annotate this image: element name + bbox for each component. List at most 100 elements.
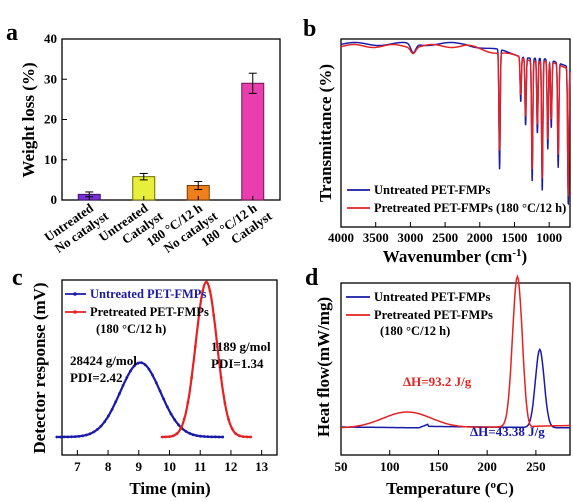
series-marker: [208, 289, 212, 293]
series-marker: [66, 435, 70, 439]
panel-d-xlabel: Temperature (oC): [386, 479, 514, 498]
series-marker: [62, 435, 66, 439]
x-tick-label: 3000: [397, 230, 423, 245]
series-marker: [202, 435, 206, 438]
series-marker: [191, 433, 195, 437]
y-tick-label: 0: [51, 192, 58, 207]
y-tick-label: 30: [44, 71, 57, 86]
panel-b-ylabel: Transmittance (%): [316, 64, 335, 202]
panel-b-legend: Untreated PET-FMPs Pretreated PET-FMPs (…: [347, 183, 566, 215]
x-tick-label: 150: [429, 459, 449, 474]
x-tick-label: 3500: [363, 230, 389, 245]
series-marker: [249, 435, 253, 439]
panel-b-ftir-chart: Transmittance (%) Wavenumber (cm-1) 4000…: [316, 38, 571, 266]
series-marker: [164, 435, 168, 439]
series-marker: [175, 432, 179, 436]
legend-label-untreated: Untreated PET-FMPs: [90, 287, 206, 301]
series-marker: [182, 417, 186, 421]
series-marker: [92, 430, 95, 434]
annotation-mw-pretreated: 1189 g/mol: [211, 339, 271, 354]
series-marker: [234, 432, 238, 436]
series-marker: [114, 400, 118, 404]
series-marker: [221, 435, 225, 439]
annotation-pdi-pretreated: PDI=1.34: [211, 356, 264, 371]
series-marker: [88, 432, 92, 436]
panel-c-ylabel: Detector response (mV): [30, 282, 49, 453]
series-marker: [129, 369, 132, 373]
x-tick-label: 1500: [501, 230, 527, 245]
panel-b-axes-box: [340, 38, 571, 228]
series-marker: [55, 435, 59, 439]
series-marker: [199, 434, 202, 438]
x-tick-label: 11: [194, 459, 206, 474]
panel-label-d: d: [305, 265, 319, 291]
series-marker: [177, 423, 180, 427]
x-tick-label: 8: [105, 459, 112, 474]
series-marker: [84, 433, 88, 437]
series-marker: [158, 389, 162, 393]
x-tick-label: 9: [136, 459, 143, 474]
series-marker: [143, 363, 147, 367]
legend-label-pretreated-condition: (180 °C/12 h): [380, 324, 450, 338]
annotation-dh-pretreated: ΔH=93.2 J/g: [403, 374, 472, 389]
series-marker: [162, 397, 166, 401]
series-marker: [188, 431, 191, 435]
annotation-mw-untreated: 28424 g/mol: [70, 353, 137, 368]
legend-label-untreated: Untreated PET-FMPs: [374, 290, 490, 304]
series-marker: [70, 435, 73, 439]
bar: [241, 82, 265, 201]
series-marker: [230, 427, 234, 431]
series-marker: [121, 384, 125, 387]
legend-label-pretreated-condition: (180 °C/12 h): [96, 322, 166, 336]
panel-d-ylabel: Heat flow(mW/mg): [314, 297, 333, 437]
series-marker: [212, 313, 216, 317]
series-marker: [217, 435, 221, 439]
series-marker: [132, 364, 136, 368]
panel-label-a: a: [6, 20, 18, 46]
series-marker: [165, 405, 169, 409]
series-marker: [160, 435, 164, 439]
panel-c-xlabel: Time (min): [129, 479, 210, 498]
series-marker: [201, 289, 205, 293]
panel-label-c: c: [12, 265, 23, 291]
series-marker: [147, 367, 151, 371]
series-line: [340, 43, 571, 197]
series-marker: [103, 420, 107, 423]
series-marker: [73, 435, 77, 438]
x-tick-label: 10: [163, 459, 176, 474]
panel-a-ylabel: Weight loss (%): [19, 62, 38, 177]
series-marker: [125, 376, 129, 380]
series-marker: [197, 313, 201, 317]
series-marker: [140, 361, 143, 365]
y-tick-label: 20: [44, 112, 57, 127]
legend-label-untreated: Untreated PET-FMPs: [374, 183, 490, 197]
series-marker: [205, 280, 208, 284]
series-marker: [227, 417, 230, 421]
legend-marker-untreated: [73, 292, 77, 296]
series-marker: [241, 435, 245, 438]
x-tick-label: 12: [224, 459, 237, 474]
x-tick-label: 1000: [536, 230, 562, 245]
panel-c-gpc-chart: Detector response (mV) Time (min) 7 8 9 10 1…: [30, 279, 278, 498]
x-tick-label: 250: [526, 459, 546, 474]
annotation-dh-untreated: ΔH=43.38 J/g: [470, 424, 545, 439]
series-marker: [193, 345, 197, 349]
x-tick-label: 200: [477, 459, 497, 474]
x-tick-label: 2500: [432, 230, 458, 245]
legend-label-pretreated: Pretreated PET-FMPs: [374, 308, 493, 322]
series-marker: [186, 401, 190, 404]
legend-marker-pretreated: [73, 310, 77, 314]
series-marker: [190, 376, 194, 380]
series-marker: [81, 434, 84, 438]
y-tick-label: 10: [44, 152, 57, 167]
panel-d-legend: Untreated PET-FMPs Pretreated PET-FMPs (…: [346, 290, 493, 338]
legend-label-pretreated: Pretreated PET-FMPs: [90, 305, 209, 319]
series-marker: [136, 361, 140, 365]
series-marker: [184, 429, 188, 433]
annotation-pdi-untreated: PDI=2.42: [70, 370, 123, 385]
series-marker: [77, 434, 81, 438]
series-marker: [99, 424, 103, 428]
series-marker: [210, 435, 214, 439]
legend-label-pretreated: Pretreated PET-FMPs (180 °C/12 h): [374, 201, 566, 215]
